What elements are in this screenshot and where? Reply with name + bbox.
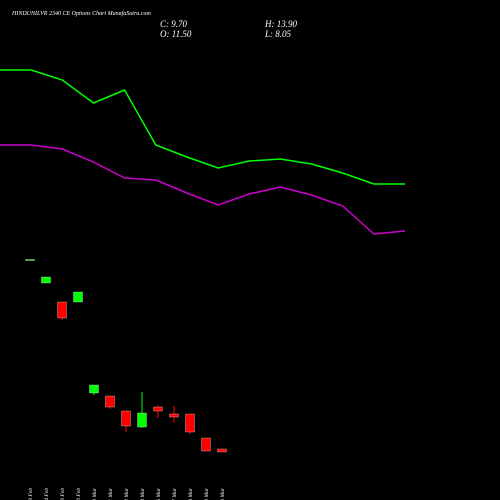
x-tick-label: 20 Mar [220,487,226,500]
candle-body [73,291,83,303]
ohlc-close: C: 9.70 [160,19,188,29]
x-tick-label: 12 Mar [124,487,130,500]
x-tick-label: 09 Mar [92,487,98,500]
candle-body [185,413,195,433]
x-tick-label: 11 Mar [108,487,114,500]
candle-body [89,384,99,394]
x-tick-label: 20 Feb [76,488,82,500]
x-tick-label: 18 Mar [188,487,194,500]
candle-body [105,395,115,408]
candle-body [201,437,211,452]
candle-body [217,448,227,453]
x-tick-label: 13 Mar [140,487,146,500]
x-tick-label: 19 Mar [204,487,210,500]
indicator-line [0,144,406,235]
x-tick-label: 16 Mar [156,487,162,500]
indicator-line [0,69,405,185]
candle-body [169,413,179,418]
x-tick-label: 19 Feb [60,488,66,500]
candle-body [137,412,147,428]
x-tick-label: 14 Feb [43,488,50,500]
candle-body [121,410,131,427]
ohlc-open: O: 11.50 [160,29,192,39]
ohlc-high: H: 13.90 [264,19,297,29]
candle-body [25,259,35,261]
x-tick-label: 17 Mar [172,487,178,500]
chart-title: HINDUNILVR 2340 CE Options Chart MunafaS… [11,10,151,17]
candle-body [41,276,51,284]
candle-body [153,406,163,412]
x-tick-label: 13 Feb [28,488,34,500]
ohlc-low: L: 8.05 [264,29,292,39]
candle-body [57,301,67,319]
